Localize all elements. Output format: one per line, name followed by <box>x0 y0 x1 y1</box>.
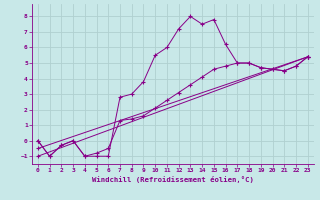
X-axis label: Windchill (Refroidissement éolien,°C): Windchill (Refroidissement éolien,°C) <box>92 176 254 183</box>
